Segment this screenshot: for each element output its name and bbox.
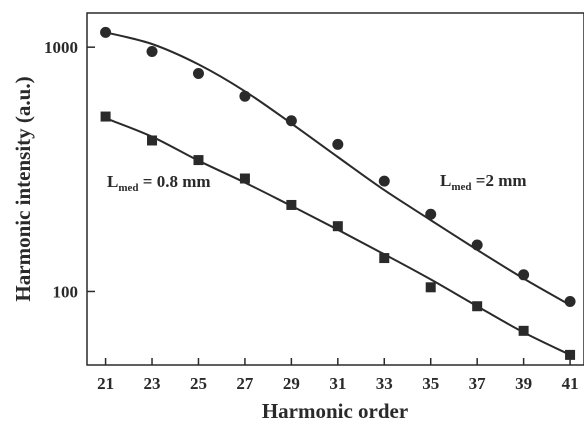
data-point-circle (378, 175, 390, 187)
data-point-square (100, 111, 111, 122)
data-point-square (472, 301, 483, 312)
x-axis-ticks: 21 23 25 27 29 31 33 35 37 39 41 (97, 358, 579, 393)
y-axis-ticks: 100 1000 (44, 38, 95, 301)
x-tick-label: 25 (190, 374, 207, 393)
x-tick-label: 35 (422, 374, 439, 393)
y-tick-label: 1000 (44, 38, 78, 57)
data-point-circle (518, 269, 530, 281)
data-point-square (332, 221, 343, 232)
fit-curves (105, 31, 571, 356)
series-annotation: Lmed =2 mm (440, 171, 527, 193)
x-tick-label: 31 (329, 374, 346, 393)
x-tick-label: 41 (562, 374, 579, 393)
data-point-circle (564, 295, 576, 307)
fit-curve-circle (105, 31, 571, 306)
data-markers (100, 26, 576, 360)
data-point-circle (285, 115, 297, 127)
data-point-square (518, 325, 529, 336)
series-annotation: Lmed = 0.8 mm (107, 172, 211, 194)
x-tick-label: 33 (376, 374, 393, 393)
y-axis-title: Harmonic intensity (a.u.) (11, 76, 35, 301)
data-point-circle (239, 90, 251, 102)
data-point-square (193, 155, 204, 166)
series-annotations: Lmed =2 mm Lmed = 0.8 mm (107, 171, 527, 194)
x-tick-label: 27 (236, 374, 254, 393)
x-tick-label: 29 (283, 374, 300, 393)
data-point-circle (100, 26, 112, 38)
data-point-square (425, 282, 436, 293)
x-tick-label: 37 (469, 374, 487, 393)
data-point-square (286, 199, 297, 210)
data-point-square (239, 173, 250, 184)
data-point-square (565, 349, 576, 360)
data-point-circle (425, 208, 437, 220)
data-point-circle (146, 46, 158, 58)
data-point-square (379, 253, 390, 264)
x-tick-label: 21 (97, 374, 114, 393)
x-axis-title: Harmonic order (262, 399, 408, 423)
y-tick-label: 100 (53, 282, 79, 301)
x-tick-label: 39 (515, 374, 532, 393)
data-point-circle (471, 239, 483, 251)
fit-curve-square (105, 117, 571, 356)
data-point-circle (192, 68, 204, 80)
x-tick-label: 23 (144, 374, 161, 393)
data-point-square (147, 135, 158, 146)
data-point-circle (332, 138, 344, 150)
plot-frame (86, 12, 584, 366)
